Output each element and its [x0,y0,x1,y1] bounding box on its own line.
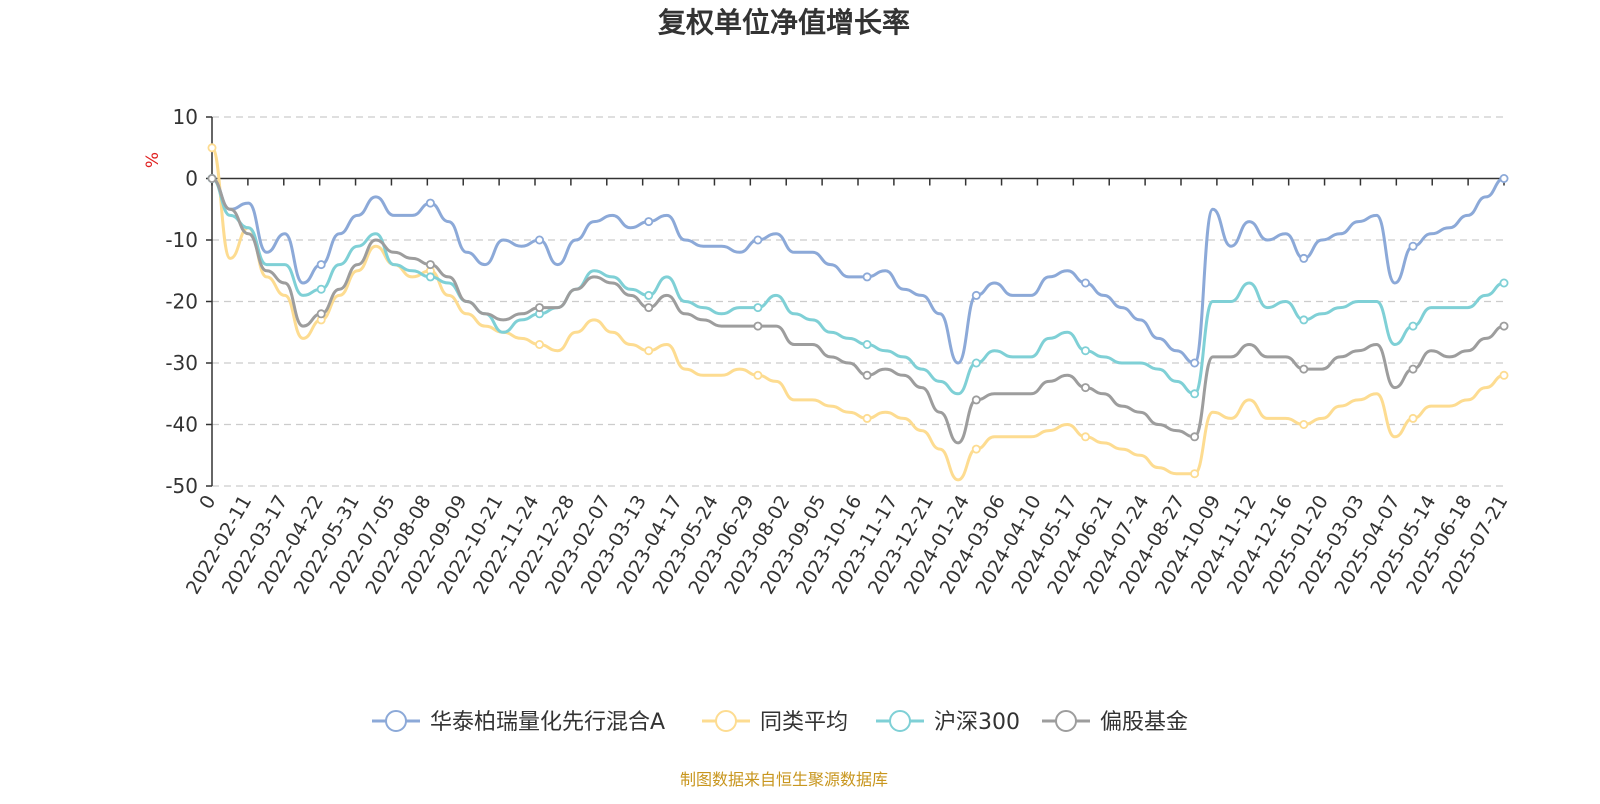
data-point [1081,432,1091,442]
data-point [1190,469,1200,479]
x-tick-label: 0 [195,492,220,513]
grid-lines [212,116,1504,487]
data-point [207,143,217,153]
data-point [1081,383,1091,393]
series-0 [207,173,1509,368]
legend-label: 华泰柏瑞量化先行混合A [430,710,665,735]
y-tick-label: -10 [165,228,198,252]
y-tick-labels: 10 0 -10 -20 -30 -40 -50 [165,105,198,498]
data-point [644,217,654,227]
data-point [316,284,326,294]
data-point [207,173,217,183]
legend-label: 沪深300 [934,710,1020,735]
data-point [535,339,545,349]
legend-item[interactable]: 华泰柏瑞量化先行混合A [372,710,665,735]
data-point [1408,241,1418,251]
legend[interactable]: 华泰柏瑞量化先行混合A 同类平均 沪深300 偏股基金 [372,710,1188,735]
y-tick-label: -50 [165,474,198,498]
legend-marker-icon [715,710,737,732]
data-point [1499,173,1509,183]
legend-item[interactable]: 同类平均 [702,710,848,735]
legend-marker-icon [385,710,407,732]
data-point [862,370,872,380]
data-point [316,309,326,319]
series-line [211,177,1505,445]
data-point [753,370,763,380]
data-point [1081,346,1091,356]
data-point [971,395,981,405]
y-tick-label: 0 [185,167,198,191]
data-point [753,235,763,245]
data-point [1499,370,1509,380]
data-point [1081,278,1091,288]
data-point [1190,432,1200,442]
data-point [753,321,763,331]
data-point [425,272,435,282]
data-point [644,290,654,300]
x-tick-labels: 02022-02-112022-03-172022-04-222022-05-3… [182,492,1512,599]
data-point [535,303,545,313]
y-tick-label: -40 [165,413,198,437]
data-point [1299,315,1309,325]
data-source-note: 制图数据来自恒生聚源数据库 [680,770,888,789]
data-point [971,358,981,368]
legend-item[interactable]: 偏股基金 [1042,710,1188,735]
data-point [753,303,763,313]
data-point [425,260,435,270]
data-point [535,235,545,245]
data-point [1299,419,1309,429]
data-point [862,339,872,349]
y-unit-label: % [143,152,163,168]
data-point [316,260,326,270]
y-tick-label: -30 [165,351,198,375]
data-point [971,444,981,454]
data-point [1408,321,1418,331]
data-point [1190,389,1200,399]
chart-title: 复权单位净值增长率 [658,6,910,39]
data-point [1499,321,1509,331]
series-3 [207,173,1509,445]
series-lines [207,143,1509,482]
data-point [971,290,981,300]
data-point [1299,253,1309,263]
data-point [862,413,872,423]
legend-marker-icon [889,710,911,732]
data-point [1190,358,1200,368]
axes [206,116,1505,487]
legend-label: 偏股基金 [1100,710,1188,735]
data-point [1499,278,1509,288]
data-point [425,198,435,208]
legend-item[interactable]: 沪深300 [876,710,1020,735]
data-point [1408,413,1418,423]
series-1 [207,143,1509,482]
y-tick-label: -20 [165,290,198,314]
data-point [862,272,872,282]
series-line [210,146,1505,482]
data-point [644,346,654,356]
data-point [1299,364,1309,374]
y-tick-label: 10 [173,105,198,129]
legend-label: 同类平均 [760,710,848,735]
data-point [1408,364,1418,374]
legend-marker-icon [1055,710,1077,732]
series-2 [207,173,1509,399]
series-line [211,177,1505,396]
data-point [644,303,654,313]
